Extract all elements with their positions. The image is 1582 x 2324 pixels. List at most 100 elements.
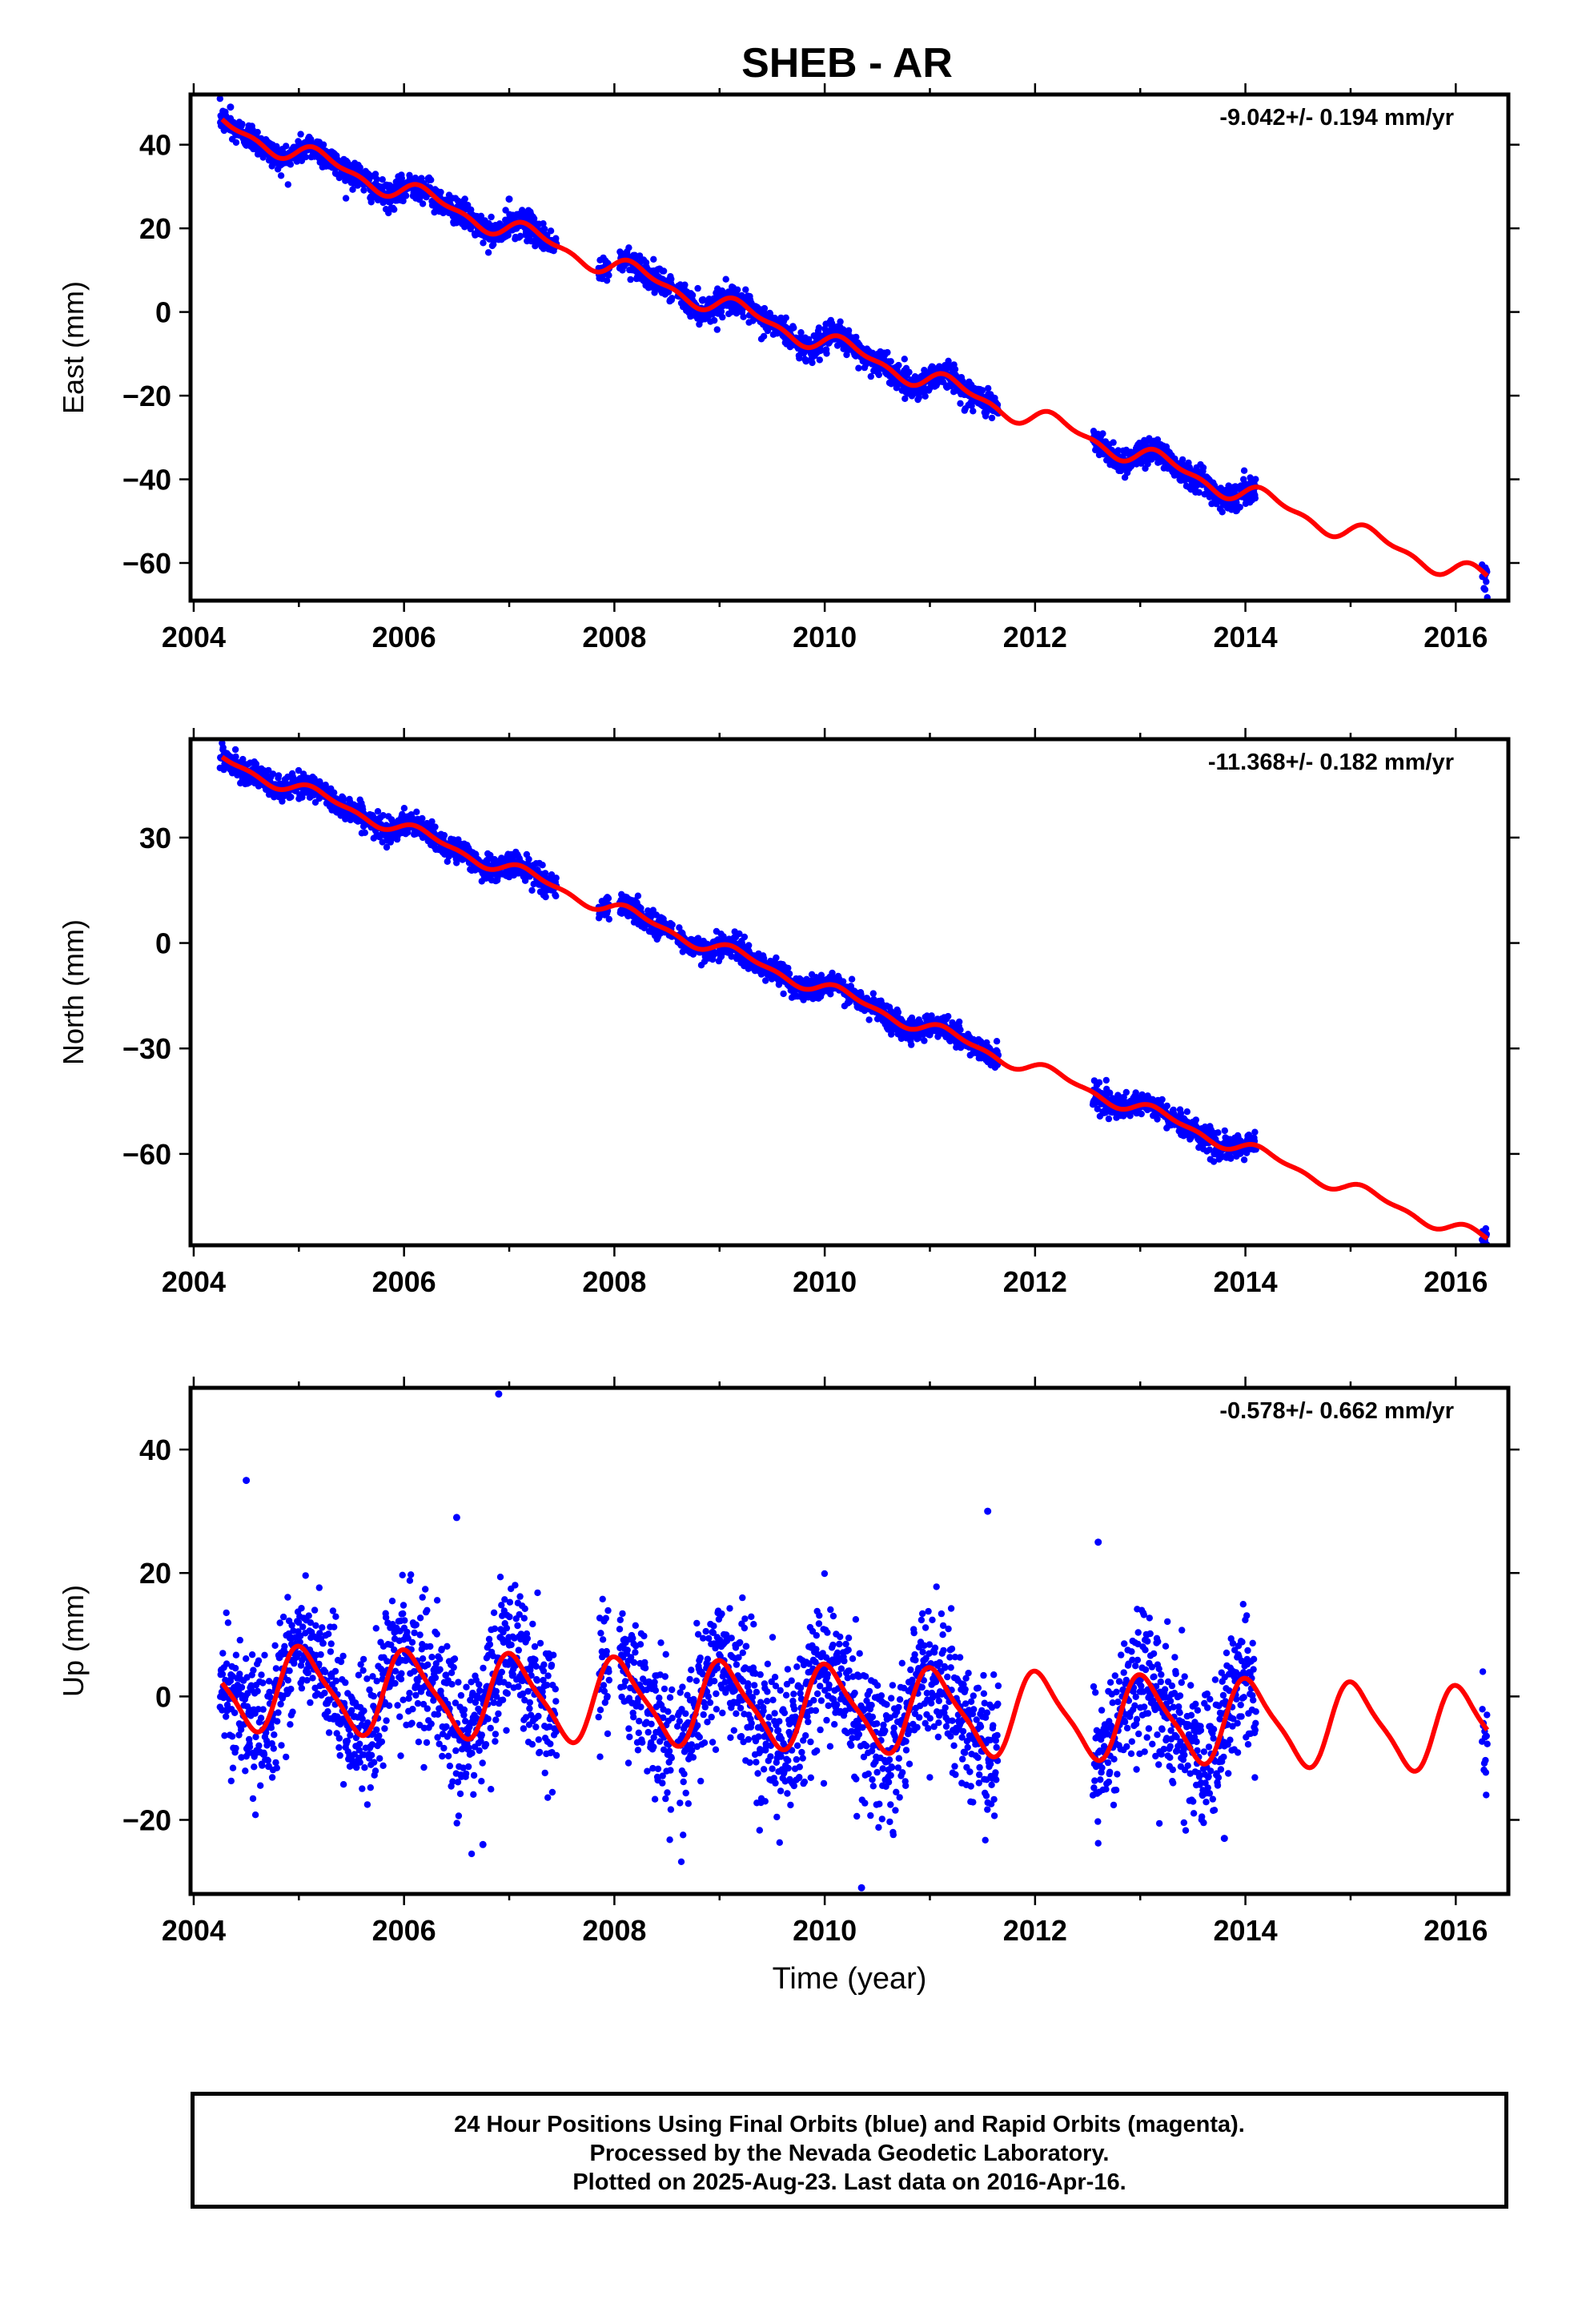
data-point xyxy=(356,164,363,171)
data-point xyxy=(1158,1096,1166,1104)
data-point xyxy=(331,789,338,796)
data-point xyxy=(275,772,283,779)
data-point xyxy=(869,990,877,997)
data-point xyxy=(552,892,560,900)
data-point xyxy=(400,805,408,812)
data-point xyxy=(1102,1076,1110,1084)
data-point xyxy=(605,915,612,923)
chart-title: SHEB - AR xyxy=(741,40,953,86)
data-point xyxy=(660,267,668,275)
data-point xyxy=(1122,1088,1130,1096)
data-point xyxy=(761,304,769,312)
data-point xyxy=(694,284,701,292)
data-point xyxy=(349,186,356,193)
data-point xyxy=(1252,476,1259,483)
plot-frame xyxy=(188,92,1511,603)
data-point xyxy=(901,395,909,402)
data-point xyxy=(1236,504,1244,511)
x-tick-label: 2004 xyxy=(162,621,226,653)
data-point xyxy=(402,192,410,199)
data-point xyxy=(764,327,772,335)
data-point xyxy=(1483,578,1490,585)
data-point xyxy=(651,289,658,296)
data-point xyxy=(957,1026,964,1034)
data-point xyxy=(232,139,240,147)
data-point xyxy=(437,188,444,196)
data-point xyxy=(740,313,747,320)
data-point xyxy=(419,814,426,822)
data-point xyxy=(722,275,729,283)
data-point xyxy=(988,414,996,422)
data-point xyxy=(342,195,350,202)
data-point xyxy=(530,215,538,223)
data-point xyxy=(669,921,676,928)
data-point xyxy=(287,161,295,168)
data-point xyxy=(884,348,891,356)
data-point xyxy=(219,744,227,751)
data-point xyxy=(277,172,285,179)
data-point xyxy=(713,326,721,333)
data-point xyxy=(480,239,487,247)
y-tick-label: −40 xyxy=(122,464,171,497)
data-point xyxy=(895,361,902,369)
data-point xyxy=(239,755,247,763)
y-tick-label: −20 xyxy=(122,380,171,412)
data-point xyxy=(782,314,789,321)
data-point xyxy=(1251,494,1259,502)
data-point xyxy=(921,392,929,400)
data-point xyxy=(848,975,856,983)
data-point xyxy=(239,120,246,128)
data-point xyxy=(1154,1116,1161,1123)
data-point xyxy=(816,356,823,364)
x-tick-label: 2006 xyxy=(372,621,436,653)
data-point xyxy=(231,746,239,754)
y-tick-label: 20 xyxy=(139,212,171,245)
data-point xyxy=(823,350,830,357)
data-point xyxy=(865,1016,873,1023)
data-point xyxy=(839,326,847,333)
data-point xyxy=(371,171,379,178)
data-point xyxy=(295,766,303,774)
data-point xyxy=(360,187,367,194)
data-point xyxy=(539,862,546,869)
data-point xyxy=(1138,1110,1145,1118)
data-point xyxy=(894,1008,902,1016)
data-point xyxy=(956,1018,963,1026)
data-point xyxy=(484,249,492,256)
data-point xyxy=(745,942,753,949)
data-point xyxy=(1114,447,1122,454)
data-point xyxy=(634,892,642,899)
data-point xyxy=(1105,1115,1113,1123)
y-tick-label: −60 xyxy=(122,547,171,580)
data-point xyxy=(440,831,448,839)
data-point xyxy=(901,356,909,363)
data-point xyxy=(516,232,524,239)
data-point xyxy=(785,964,792,972)
data-point xyxy=(802,356,810,364)
data-point xyxy=(741,933,749,941)
data-point xyxy=(1195,489,1203,497)
x-tick-label: 2008 xyxy=(582,621,646,653)
data-point xyxy=(668,275,675,283)
data-point xyxy=(265,766,272,774)
data-point xyxy=(817,347,825,354)
data-point xyxy=(432,823,439,830)
data-point xyxy=(681,281,689,288)
data-point xyxy=(1110,439,1117,446)
data-point xyxy=(773,954,780,962)
data-point xyxy=(717,308,725,316)
data-point xyxy=(908,1041,915,1048)
data-point xyxy=(790,324,797,332)
data-point xyxy=(625,244,632,251)
outlier-point xyxy=(505,195,513,203)
data-point xyxy=(845,327,853,334)
data-point xyxy=(283,143,290,150)
data-point xyxy=(604,895,612,902)
data-point xyxy=(1099,430,1106,437)
data-point xyxy=(1481,586,1489,593)
data-point xyxy=(921,1037,928,1044)
data-point xyxy=(796,355,803,362)
data-point xyxy=(968,402,975,409)
data-point xyxy=(552,875,560,882)
